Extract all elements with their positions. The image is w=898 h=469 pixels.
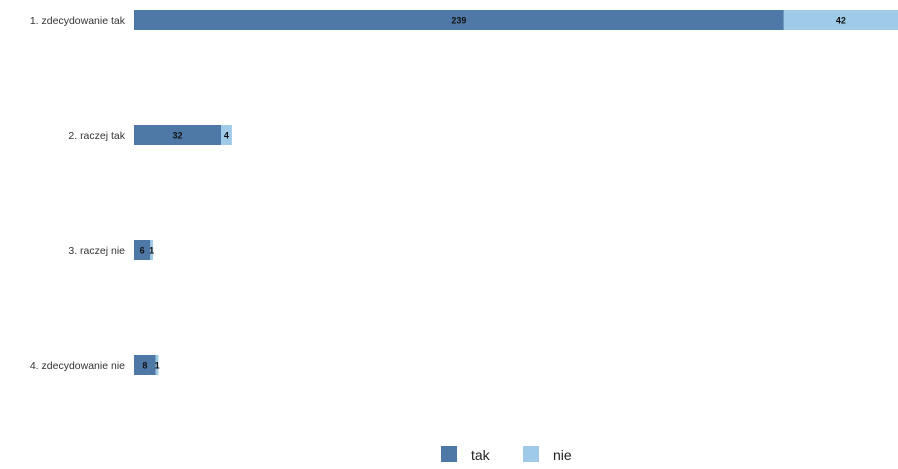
- legend-label-nie: nie: [553, 447, 572, 463]
- bar-nie: [221, 125, 232, 145]
- data-label: 239: [451, 16, 466, 26]
- category-label: 3. raczej nie: [68, 245, 125, 257]
- data-label: 32: [172, 131, 182, 141]
- data-label: 42: [836, 16, 846, 26]
- category-label: 4. zdecydowanie nie: [30, 360, 125, 372]
- bar-tak: [134, 240, 151, 260]
- legend-swatch-tak: [441, 446, 457, 462]
- bar-tak: [134, 125, 222, 145]
- data-label: 1: [149, 246, 154, 256]
- data-label: 1: [155, 361, 160, 371]
- data-label: 6: [140, 246, 145, 256]
- bar-nie: [783, 10, 898, 30]
- data-label: 4: [224, 131, 229, 141]
- bar-nie: [150, 240, 154, 260]
- bar-nie: [155, 355, 159, 375]
- bar-tak: [134, 355, 156, 375]
- category-label: 2. raczej tak: [68, 130, 125, 142]
- legend-swatch-nie: [523, 446, 539, 462]
- bar-tak: [134, 10, 784, 30]
- data-label: 8: [142, 361, 147, 371]
- legend-label-tak: tak: [471, 447, 491, 463]
- category-label: 1. zdecydowanie tak: [30, 15, 126, 27]
